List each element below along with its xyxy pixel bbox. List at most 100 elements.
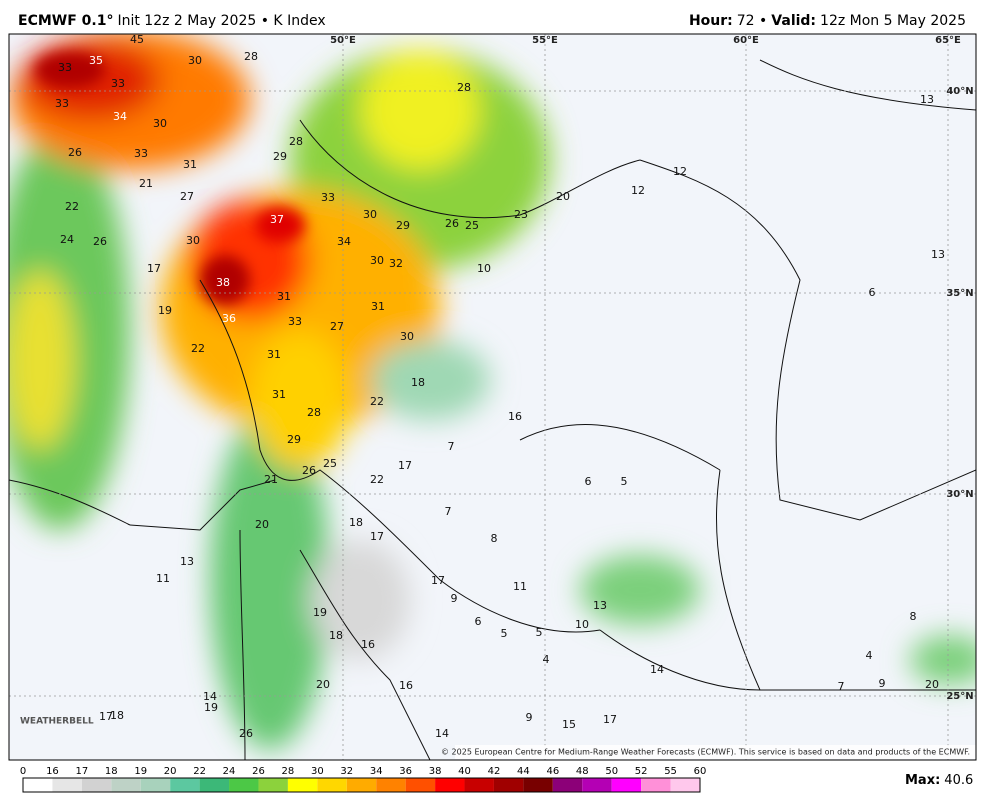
colorbar-segment	[229, 778, 259, 792]
graticule-label: 65°E	[935, 35, 961, 46]
colorbar-label: 50	[605, 766, 618, 777]
valid-label: Valid:	[771, 13, 816, 29]
colorbar-segment	[346, 778, 377, 792]
value-label: 27	[330, 320, 344, 333]
value-label: 31	[272, 388, 286, 401]
colorbar-label: 55	[664, 766, 677, 777]
value-label: 34	[337, 235, 351, 248]
value-label: 13	[931, 248, 945, 261]
hour-label: Hour:	[689, 13, 733, 29]
colorbar-segment	[140, 778, 171, 792]
colorbar-label: 34	[370, 766, 383, 777]
value-label: 34	[113, 110, 127, 123]
colorbar-label: 24	[223, 766, 236, 777]
value-label: 14	[650, 663, 664, 676]
value-label: 25	[465, 219, 479, 232]
graticule-label: 35°N	[946, 288, 973, 299]
value-label: 30	[153, 117, 167, 130]
value-label: 19	[204, 701, 218, 714]
value-label: 18	[329, 629, 343, 642]
value-label: 17	[603, 713, 617, 726]
value-label: 30	[186, 234, 200, 247]
colorbar-segment	[405, 778, 436, 792]
value-label: 17	[99, 710, 113, 723]
value-label: 6	[585, 475, 592, 488]
value-label: 6	[475, 615, 482, 628]
value-label: 35	[89, 54, 103, 67]
header-right: Hour: 72 • Valid: 12z Mon 5 May 2025	[689, 13, 966, 29]
colorbar-frame	[22, 777, 701, 793]
value-label: 36	[222, 312, 236, 325]
colorbar-segment	[23, 778, 53, 792]
colorbar-label: 32	[340, 766, 353, 777]
value-label: 26	[302, 464, 316, 477]
value-label: 14	[435, 727, 449, 740]
model-name: ECMWF 0.1°	[18, 13, 113, 29]
value-label: 5	[501, 627, 508, 640]
value-label: 33	[111, 77, 125, 90]
colorbar-label: 16	[46, 766, 59, 777]
value-label: 29	[287, 433, 301, 446]
value-label: 7	[445, 505, 452, 518]
value-label: 26	[93, 235, 107, 248]
value-label: 33	[55, 97, 69, 110]
colorbar-label: 38	[429, 766, 442, 777]
value-label: 13	[180, 555, 194, 568]
value-label: 10	[575, 618, 589, 631]
value-label: 26	[68, 146, 82, 159]
credit: © 2025 European Centre for Medium-Range …	[441, 748, 970, 757]
value-label: 22	[191, 342, 205, 355]
graticule-labels: 50°E 55°E 60°E 65°E 40°N 35°N 30°N 25°N	[330, 35, 974, 702]
colorbar-label: 19	[134, 766, 147, 777]
colorbar-segment	[493, 778, 524, 792]
colorbar-segment	[582, 778, 612, 792]
value-label: 17	[398, 459, 412, 472]
graticule-label: 40°N	[946, 86, 973, 97]
colorbar-label: 28	[282, 766, 295, 777]
colorbar-label: 44	[517, 766, 530, 777]
value-label: 28	[289, 135, 303, 148]
value-label: 10	[477, 262, 491, 275]
colorbar-segment	[81, 778, 112, 792]
colorbar-label: 30	[311, 766, 324, 777]
value-label: 26	[239, 727, 253, 740]
value-label: 18	[110, 709, 124, 722]
value-label: 22	[370, 473, 384, 486]
graticule-label: 25°N	[946, 691, 973, 702]
colorbar-label: 46	[546, 766, 559, 777]
colorbar-segment	[670, 778, 700, 792]
graticule-label: 55°E	[532, 35, 558, 46]
value-label: 22	[65, 200, 79, 213]
value-label: 11	[513, 580, 527, 593]
value-label: 28	[307, 406, 321, 419]
value-label: 28	[244, 50, 258, 63]
value-label: 16	[508, 410, 522, 423]
colorbar-label: 36	[399, 766, 412, 777]
value-label: 8	[910, 610, 917, 623]
graticule-label: 50°E	[330, 35, 356, 46]
colorbar-label: 0	[20, 766, 26, 777]
value-label: 23	[514, 208, 528, 221]
colorbar-label: 26	[252, 766, 265, 777]
colorbar-label: 52	[635, 766, 648, 777]
value-label: 30	[363, 208, 377, 221]
colorbar: 0 16 17 18 19 20 22 24 26 28 30 32 34 36 38 40 42 44 46 48 5…	[20, 766, 706, 793]
value-label: 33	[58, 61, 72, 74]
value-label: 27	[180, 190, 194, 203]
colorbar-segment	[464, 778, 494, 792]
value-label: 16	[361, 638, 375, 651]
field-core	[35, 52, 305, 305]
colorbar-segment	[641, 778, 671, 792]
colorbar-segment	[287, 778, 318, 792]
value-label: 18	[349, 516, 363, 529]
value-label: 9	[879, 677, 886, 690]
colorbar-label: 42	[488, 766, 501, 777]
value-label: 20	[316, 678, 330, 691]
init-info: Init 12z 2 May 2025 • K Index	[117, 13, 325, 29]
borders	[9, 59, 976, 760]
value-label: 4	[543, 653, 550, 666]
value-label: 13	[920, 93, 934, 106]
colorbar-segment	[52, 778, 82, 792]
value-label: 24	[60, 233, 74, 246]
